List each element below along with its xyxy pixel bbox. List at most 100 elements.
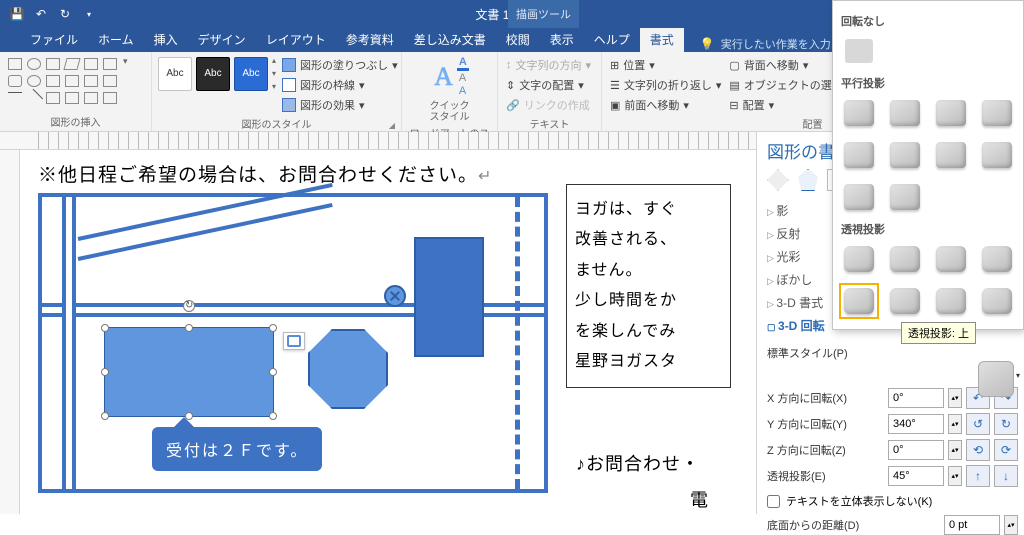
launcher-icon[interactable]: ◢	[389, 121, 395, 130]
position-button[interactable]: ⊞ 位置 ▾	[608, 56, 723, 74]
contextual-tab-label: 描画ツール	[508, 0, 579, 28]
redo-icon[interactable]: ↻	[54, 3, 76, 25]
text-fill-icon[interactable]: A	[457, 56, 469, 71]
preset-persp-1[interactable]	[839, 241, 879, 277]
wrap-text-button[interactable]: ☰ 文字列の折り返し ▾	[608, 76, 723, 94]
tel-text: 電	[690, 486, 709, 512]
tab-view[interactable]: 表示	[540, 27, 584, 52]
tab-mailings[interactable]: 差し込み文書	[404, 27, 496, 52]
z-rotate-ccw-icon[interactable]: ⟲	[966, 439, 990, 461]
x-rotation-input[interactable]	[888, 388, 944, 408]
style-scroll-down-icon[interactable]: ▾	[272, 69, 276, 78]
style-swatch-3[interactable]: Abc	[234, 57, 268, 91]
preset-label: 標準スタイル(P)	[767, 348, 848, 360]
preset-parallel-8[interactable]	[977, 137, 1017, 173]
persp-wide-icon[interactable]: ↓	[994, 465, 1018, 487]
preset-persp-6[interactable]	[885, 283, 925, 319]
tab-review[interactable]: 校閲	[496, 27, 540, 52]
map-group[interactable]: 受付は２Ｆです。	[38, 193, 548, 493]
z-rotation-label: Z 方向に回転(Z)	[767, 442, 884, 458]
align-text-button[interactable]: ⇕ 文字の配置 ▾	[504, 76, 593, 94]
dist-spin[interactable]: ▴▾	[1004, 515, 1018, 535]
qat-dropdown-icon[interactable]: ▾	[78, 3, 100, 25]
text-box[interactable]: ヨガは、すぐ 改善される、 ません。 少し時間をか を楽しんでみ 星野ヨガスタ	[566, 184, 731, 388]
rotation-handle[interactable]	[183, 300, 195, 312]
z-rotate-cw-icon[interactable]: ⟳	[994, 439, 1018, 461]
close-circle-icon[interactable]	[384, 285, 406, 307]
preset-parallel-4[interactable]	[977, 95, 1017, 131]
preset-persp-4[interactable]	[977, 241, 1017, 277]
keep-text-flat-checkbox[interactable]	[767, 495, 780, 508]
y-rotate-right-icon[interactable]: ↻	[994, 413, 1018, 435]
style-swatch-1[interactable]: Abc	[158, 57, 192, 91]
callout-shape[interactable]: 受付は２Ｆです。	[152, 427, 322, 471]
gallery-more-icon[interactable]: ▾	[123, 56, 128, 67]
preset-parallel-9[interactable]	[839, 179, 879, 215]
style-swatch-2[interactable]: Abc	[196, 57, 230, 91]
y-spin[interactable]: ▴▾	[948, 414, 962, 434]
tab-references[interactable]: 参考資料	[336, 27, 404, 52]
document-area: ※他日程ご希望の場合は、お問合わせください。↵ 受付は２Ｆです。 ヨガは、す	[0, 150, 756, 514]
text-outline-icon[interactable]: A	[457, 72, 469, 84]
preset-parallel-7[interactable]	[931, 137, 971, 173]
persp-narrow-icon[interactable]: ↑	[966, 465, 990, 487]
dashed-line[interactable]	[515, 197, 520, 489]
group-insert-shapes: ▾ 図形の挿入	[0, 52, 152, 131]
perspective-input[interactable]	[888, 466, 944, 486]
preset-none[interactable]	[839, 33, 879, 69]
preset-parallel-2[interactable]	[885, 95, 925, 131]
headline-text: ※他日程ご希望の場合は、お問合わせください。	[38, 165, 478, 186]
effects-tab-icon[interactable]	[797, 169, 819, 191]
undo-icon[interactable]: ↶	[30, 3, 52, 25]
shape-outline-button[interactable]: 図形の枠線 ▾	[280, 76, 400, 94]
save-icon[interactable]: 💾	[6, 3, 28, 25]
tab-home[interactable]: ホーム	[88, 27, 144, 52]
style-scroll-up-icon[interactable]: ▴	[272, 56, 276, 65]
z-spin[interactable]: ▴▾	[948, 440, 962, 460]
group-shape-styles: Abc Abc Abc ▴ ▾ ▾ 図形の塗りつぶし ▾ 図形の枠線 ▾ 図形の…	[152, 52, 402, 131]
flyout-section-none: 回転なし	[841, 13, 1015, 29]
layout-options-button[interactable]	[283, 332, 305, 350]
distance-input[interactable]	[944, 515, 1000, 535]
y-rotate-left-icon[interactable]: ↺	[966, 413, 990, 435]
building-rect[interactable]	[414, 237, 484, 357]
shape-gallery[interactable]	[6, 56, 119, 106]
preset-parallel-5[interactable]	[839, 137, 879, 173]
preset-persp-3[interactable]	[931, 241, 971, 277]
preset-persp-8[interactable]	[977, 283, 1017, 319]
z-rotation-input[interactable]	[888, 440, 944, 460]
preset-persp-5-highlighted[interactable]	[839, 283, 879, 319]
x-spin[interactable]: ▴▾	[948, 388, 962, 408]
preset-parallel-3[interactable]	[931, 95, 971, 131]
text-effects-icon[interactable]: A	[457, 85, 469, 97]
style-more-icon[interactable]: ▾	[272, 82, 276, 91]
fill-line-tab-icon[interactable]	[767, 169, 789, 191]
wordart-gallery[interactable]: A	[430, 62, 457, 92]
text-direction-button[interactable]: ↕ 文字列の方向 ▾	[504, 56, 593, 74]
group-wordart: A A A A クイック スタイル ワードアートのスタイル◢	[402, 52, 498, 131]
tab-insert[interactable]: 挿入	[144, 27, 188, 52]
tab-layout[interactable]: レイアウト	[256, 27, 336, 52]
preset-persp-7[interactable]	[931, 283, 971, 319]
group-label-shapes: 図形の挿入	[6, 112, 145, 129]
bring-forward-button[interactable]: ▣ 前面へ移動 ▾	[608, 96, 723, 114]
tab-file[interactable]: ファイル	[20, 27, 88, 52]
y-rotation-input[interactable]	[888, 414, 944, 434]
tab-design[interactable]: デザイン	[188, 27, 256, 52]
tab-help[interactable]: ヘルプ	[584, 27, 640, 52]
preset-parallel-6[interactable]	[885, 137, 925, 173]
preset-dropdown[interactable]	[978, 361, 1014, 397]
tab-format[interactable]: 書式	[640, 27, 684, 52]
persp-spin[interactable]: ▴▾	[948, 466, 962, 486]
octagon-shape[interactable]	[308, 329, 388, 409]
preset-parallel-1[interactable]	[839, 95, 879, 131]
distance-label: 底面からの距離(D)	[767, 517, 940, 533]
preset-parallel-10[interactable]	[885, 179, 925, 215]
page[interactable]: ※他日程ご希望の場合は、お問合わせください。↵ 受付は２Ｆです。 ヨガは、す	[20, 150, 756, 514]
create-link-button[interactable]: 🔗 リンクの作成	[504, 96, 593, 114]
shape-effects-button[interactable]: 図形の効果 ▾	[280, 96, 400, 114]
selected-rectangle[interactable]	[104, 327, 274, 417]
group-text: ↕ 文字列の方向 ▾ ⇕ 文字の配置 ▾ 🔗 リンクの作成 テキスト	[498, 52, 602, 131]
preset-persp-2[interactable]	[885, 241, 925, 277]
shape-fill-button[interactable]: 図形の塗りつぶし ▾	[280, 56, 400, 74]
